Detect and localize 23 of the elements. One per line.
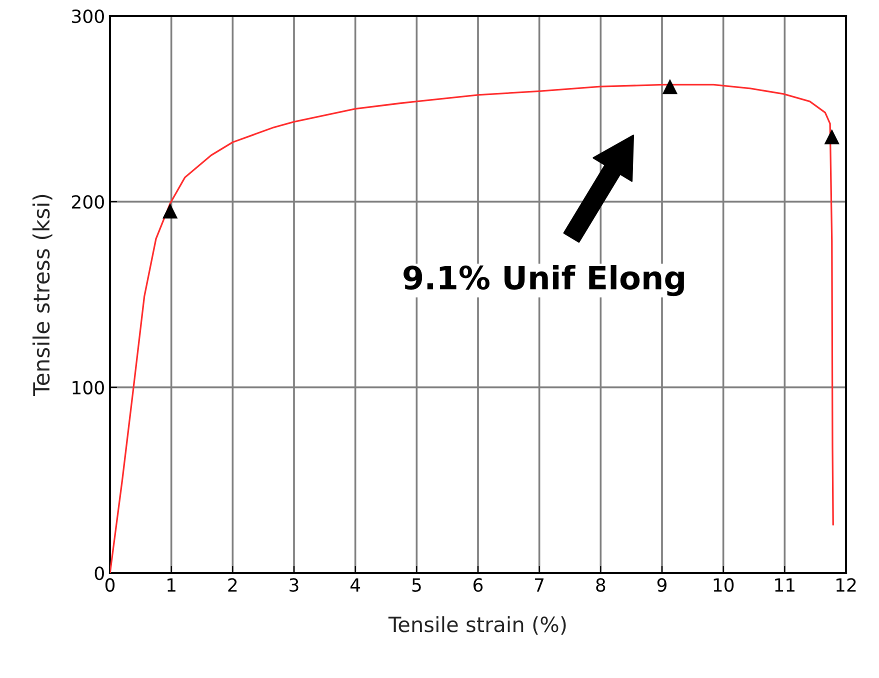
point xyxy=(824,129,840,144)
x-tick-label: 9 xyxy=(657,578,666,592)
x-tick-label: 3 xyxy=(290,578,298,592)
x-tick-label: 5 xyxy=(412,578,421,592)
x-tick-label: 1 xyxy=(168,578,176,592)
x-tick-label: 8 xyxy=(596,578,606,592)
y-tick-label: 100 xyxy=(72,380,104,394)
x-tick-label: 11 xyxy=(775,578,794,592)
y-axis-title: Tensile stress (ksi) xyxy=(32,194,52,396)
y-tick-label: 0 xyxy=(94,566,104,580)
x-tick-label: 6 xyxy=(474,578,483,592)
x-tick-label: 12 xyxy=(836,578,856,592)
x-axis-title: Tensile strain (%) xyxy=(388,616,566,635)
x-tick-label: 0 xyxy=(105,578,115,592)
point xyxy=(162,203,178,219)
x-tick-label: 4 xyxy=(350,578,360,592)
x-tick-label: 7 xyxy=(535,578,544,592)
y-tick-label: 200 xyxy=(72,195,104,209)
x-tick-label: 2 xyxy=(228,578,237,592)
x-tick-label: 10 xyxy=(714,578,734,592)
y-tick-label: 300 xyxy=(72,9,104,24)
point xyxy=(662,78,678,94)
annotation: 9.1% Unif Elong xyxy=(404,264,684,296)
